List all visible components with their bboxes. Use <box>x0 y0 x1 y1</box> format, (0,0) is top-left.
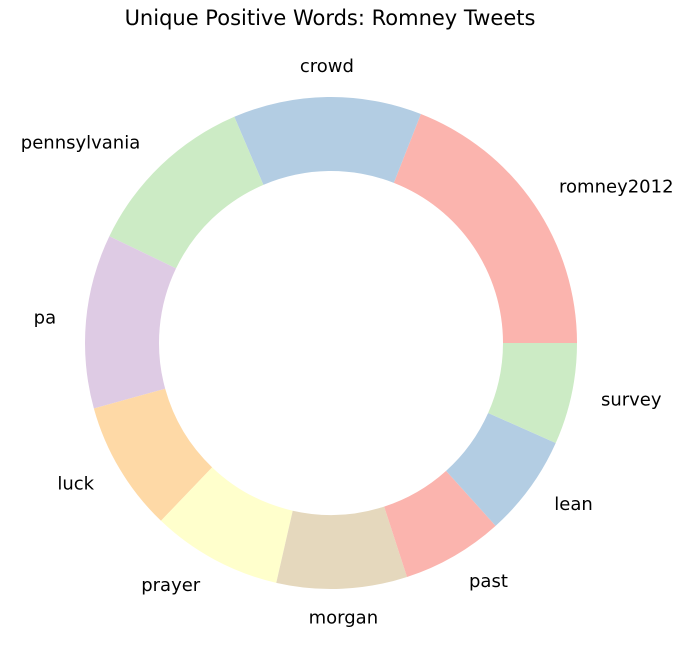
slice-label-pa: pa <box>34 307 56 328</box>
slice-crowd <box>234 96 421 185</box>
slice-romney2012 <box>393 114 577 343</box>
slice-past <box>384 470 496 577</box>
slice-label-morgan: morgan <box>309 608 379 629</box>
slice-survey <box>488 343 577 444</box>
slice-label-romney2012: romney2012 <box>559 177 674 198</box>
slices-group <box>84 96 577 589</box>
slice-pa <box>84 236 177 409</box>
slice-luck <box>93 388 213 521</box>
slice-label-prayer: prayer <box>141 575 201 596</box>
slice-label-crowd: crowd <box>300 56 354 77</box>
slice-morgan <box>276 506 408 589</box>
slice-pennsylvania <box>109 116 264 269</box>
slice-label-survey: survey <box>601 389 662 410</box>
slice-label-lean: lean <box>554 494 593 515</box>
chart-title: Unique Positive Words: Romney Tweets <box>124 6 536 30</box>
slice-label-pennsylvania: pennsylvania <box>21 133 140 154</box>
labels-group: romney2012 crowd pennsylvania pa luck prayer m… <box>21 56 674 629</box>
slice-prayer <box>160 467 293 583</box>
slice-lean <box>446 412 556 526</box>
slice-label-past: past <box>469 571 508 592</box>
slice-label-luck: luck <box>57 474 94 495</box>
